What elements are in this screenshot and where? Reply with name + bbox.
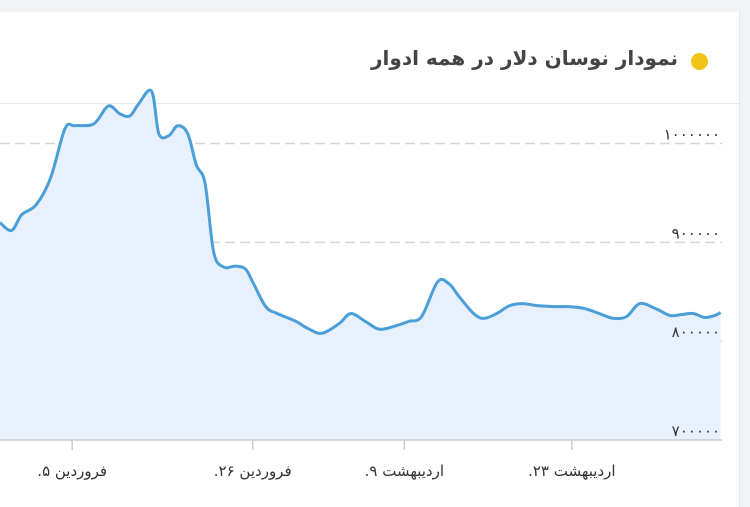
x-tick-label: فروردین ۲۶.: [214, 462, 292, 480]
y-axis-ticks: ۷۰۰۰۰۰ ۸۰۰۰۰۰ ۹۰۰۰۰۰ ۱۰۰۰۰۰۰: [664, 126, 720, 440]
series-line: [0, 88, 722, 335]
y-tick-label: ۷۰۰۰۰۰: [672, 422, 720, 440]
y-tick-label: ۸۰۰۰۰۰: [672, 323, 720, 341]
x-tick-label: فروردین ۵.: [37, 462, 107, 480]
area-fill: [0, 90, 721, 440]
title-bullet-icon: [691, 53, 708, 70]
y-tick-label: ۹۰۰۰۰۰: [672, 224, 720, 242]
chart-title: نمودار نوسان دلار در همه ادوار: [371, 46, 678, 70]
x-tick-label: اردیبهشت ۲۳.: [528, 462, 616, 480]
y-tick-label: ۱۰۰۰۰۰۰: [664, 126, 720, 144]
x-axis-ticks: فروردین ۵. فروردین ۲۶. اردیبهشت ۹. اردیبهشت…: [37, 440, 616, 480]
x-tick-label: اردیبهشت ۹.: [365, 462, 444, 480]
card-header: نمودار نوسان دلار در همه ادوار: [0, 12, 740, 104]
